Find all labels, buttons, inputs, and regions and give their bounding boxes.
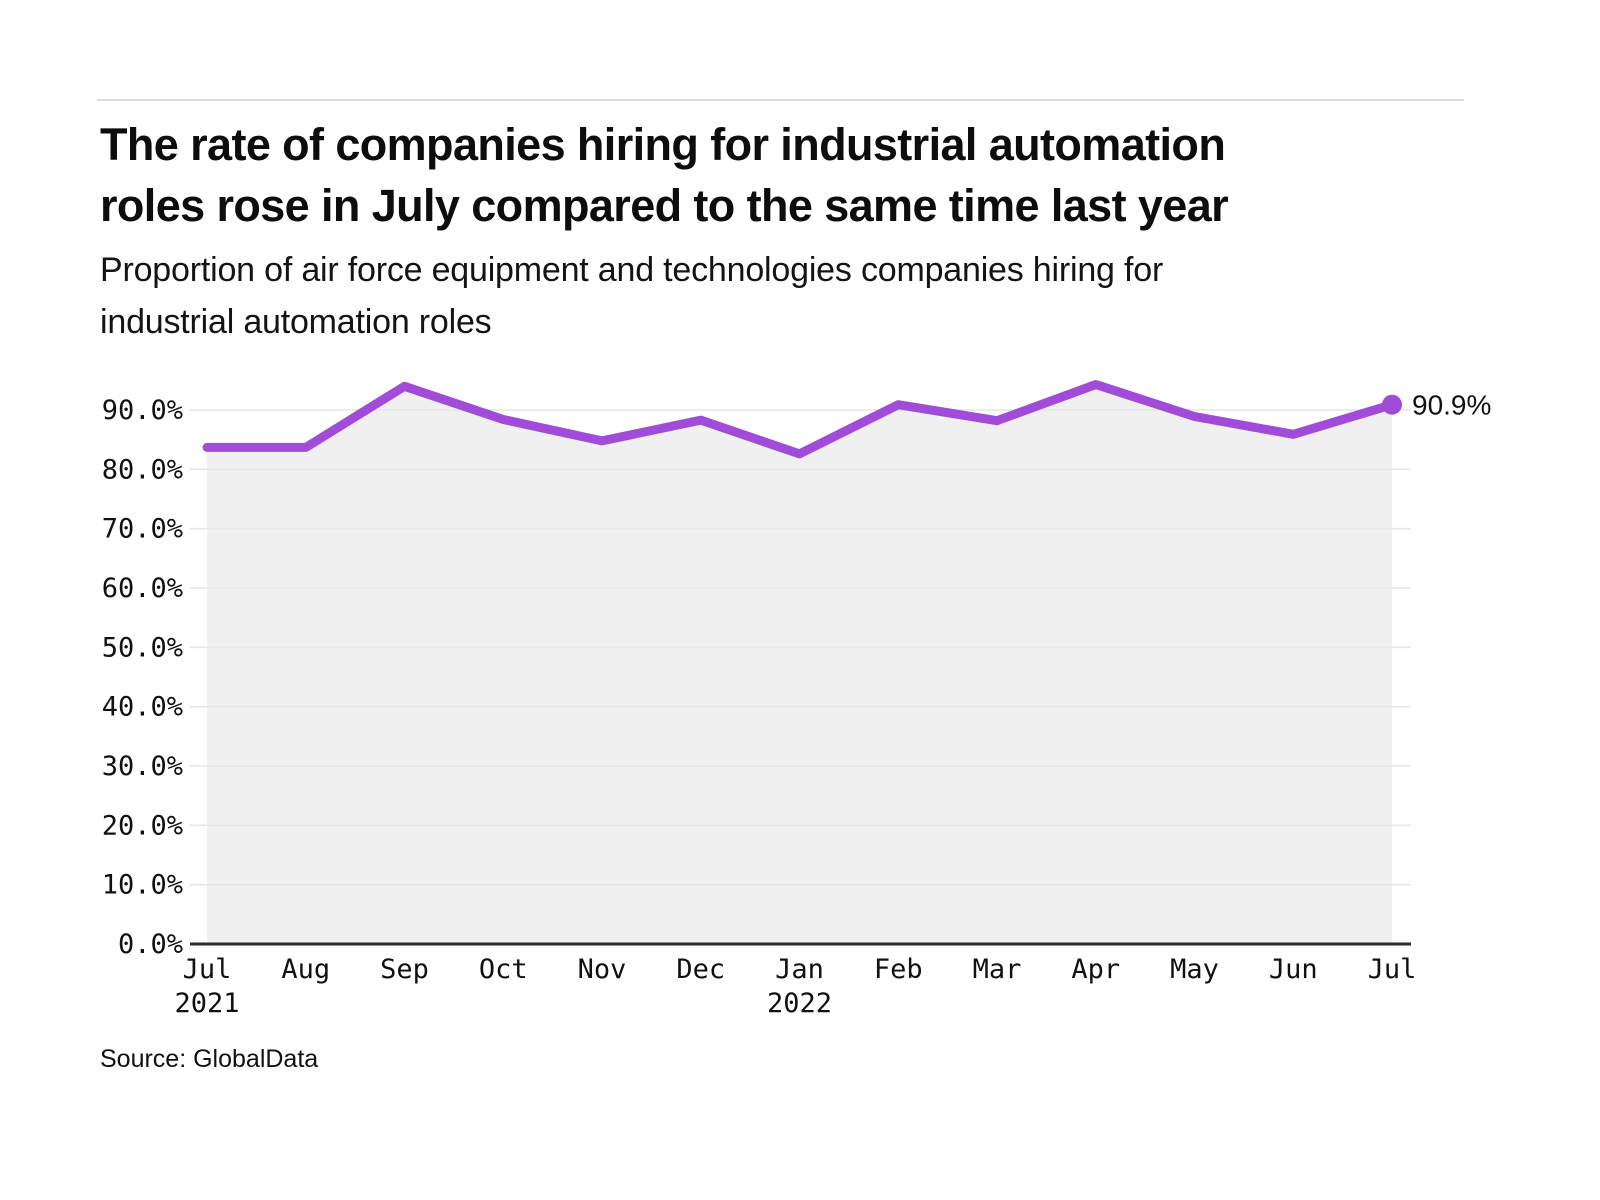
- chart-title: The rate of companies hiring for industr…: [100, 114, 1229, 236]
- y-tick-label: 40.0%: [102, 692, 183, 723]
- series-line: [202, 380, 1397, 459]
- x-tick-label: Jun: [1269, 954, 1318, 985]
- y-tick-label: 90.0%: [102, 395, 183, 426]
- y-tick-label: 70.0%: [102, 514, 183, 545]
- source-caption: Source: GlobalData: [100, 1045, 319, 1073]
- y-tick-label: 50.0%: [102, 632, 183, 663]
- end-point-label: 90.9%: [1412, 390, 1491, 421]
- y-tick-label: 60.0%: [102, 573, 183, 604]
- x-tick-label: Mar: [973, 954, 1022, 985]
- chart-subtitle-line1: Proportion of air force equipment and te…: [100, 251, 1164, 289]
- x-tick-label: Sep: [380, 954, 429, 985]
- x-tick-label: Dec: [676, 954, 725, 985]
- x-tick-label: Feb: [874, 954, 923, 985]
- x-tick-label: Jul: [1368, 954, 1417, 985]
- y-tick-label: 10.0%: [102, 870, 183, 901]
- y-tick-label: 80.0%: [102, 454, 183, 485]
- area-fill: [207, 384, 1392, 944]
- chart-title-line1: The rate of companies hiring for industr…: [100, 119, 1226, 170]
- y-tick-label: 20.0%: [102, 810, 183, 841]
- x-year-label: 2022: [767, 988, 832, 1019]
- y-tick-label: 30.0%: [102, 751, 183, 782]
- chart-subtitle: Proportion of air force equipment and te…: [100, 244, 1163, 348]
- x-tick-label: Nov: [578, 954, 627, 985]
- end-point-marker: [1382, 394, 1402, 415]
- chart-subtitle-line2: industrial automation roles: [100, 303, 492, 341]
- x-tick-label: May: [1170, 954, 1219, 985]
- chart-title-line2: roles rose in July compared to the same …: [100, 180, 1229, 231]
- x-tick-label: Apr: [1071, 954, 1120, 985]
- x-tick-label: Aug: [281, 954, 330, 985]
- top-divider: [97, 99, 1464, 101]
- x-tick-label: Oct: [479, 954, 528, 985]
- x-tick-label: Jul: [183, 954, 232, 985]
- y-tick-label: 0.0%: [118, 929, 183, 960]
- x-year-label: 2021: [174, 988, 239, 1019]
- x-tick-label: Jan: [775, 954, 824, 985]
